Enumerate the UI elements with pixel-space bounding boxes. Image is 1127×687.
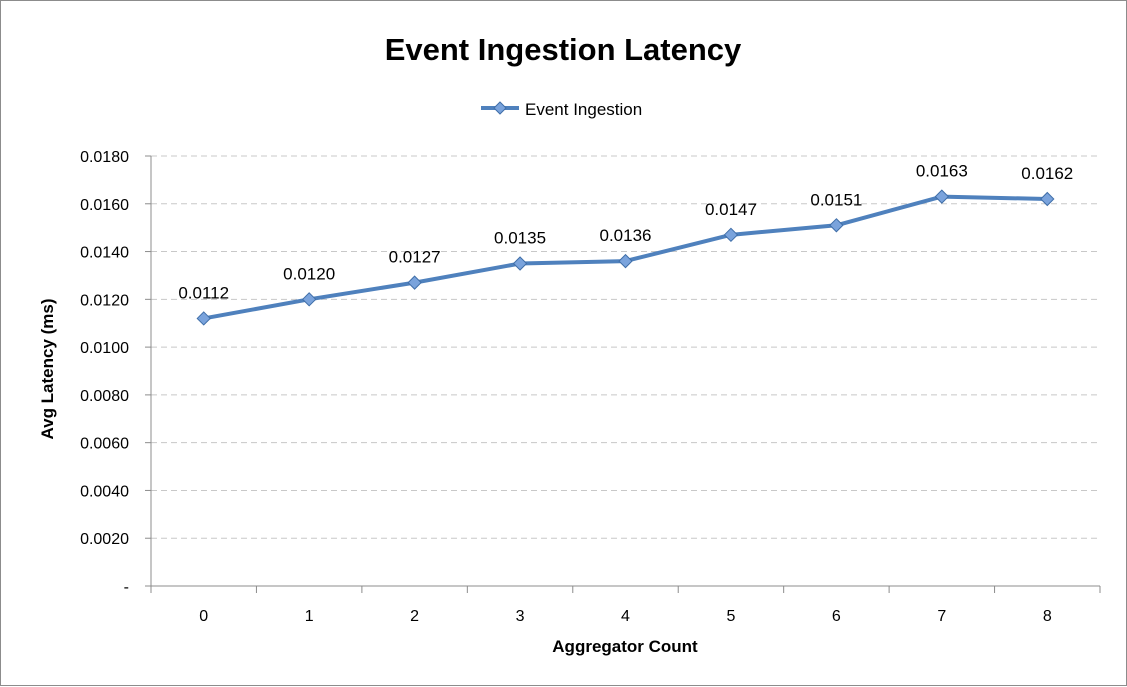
y-tick-label: - — [124, 579, 129, 596]
x-tick-label: 7 — [937, 608, 946, 625]
y-axis-ticks: - 0.0020 0.0040 0.0060 0.0080 0.0100 0.0120 0.0… — [80, 149, 151, 596]
y-tick-label: 0.0040 — [80, 483, 129, 500]
y-tick-label: 0.0060 — [80, 436, 129, 453]
axes — [150, 156, 1100, 587]
legend: Event Ingestion — [481, 100, 642, 119]
gridlines — [151, 155, 1100, 539]
data-label: 0.0136 — [600, 226, 652, 245]
data-point-marker — [512, 256, 528, 271]
x-axis-title: Aggregator Count — [552, 637, 698, 656]
chart-title: Event Ingestion Latency — [385, 32, 742, 67]
data-label: 0.0112 — [178, 283, 229, 302]
data-point-marker — [301, 292, 317, 307]
x-axis-ticks: 0 1 2 3 4 5 6 7 8 — [150, 586, 1101, 625]
y-axis-title: Avg Latency (ms) — [38, 298, 57, 439]
legend-marker-icon — [493, 101, 507, 115]
data-label: 0.0120 — [283, 264, 335, 283]
y-tick-label: 0.0100 — [80, 340, 129, 357]
x-tick-label: 8 — [1043, 608, 1052, 625]
data-labels: 0.0112 0.0120 0.0127 0.0135 0.0136 0.0147 0.01… — [178, 162, 1073, 303]
y-tick-label: 0.0120 — [80, 292, 129, 309]
y-tick-label: 0.0180 — [80, 149, 129, 166]
y-tick-label: 0.0140 — [80, 245, 129, 262]
data-label: 0.0162 — [1021, 164, 1073, 183]
x-tick-label: 2 — [410, 608, 419, 625]
x-tick-label: 0 — [199, 608, 208, 625]
data-point-marker — [934, 189, 950, 204]
data-point-marker — [723, 227, 739, 243]
series-event-ingestion — [196, 189, 1055, 326]
x-tick-label: 6 — [832, 608, 841, 625]
data-label: 0.0147 — [705, 200, 757, 219]
x-tick-label: 1 — [305, 608, 314, 625]
x-tick-label: 4 — [621, 608, 630, 625]
y-tick-label: 0.0080 — [80, 388, 129, 405]
data-point-marker — [618, 253, 633, 269]
data-point-marker — [1040, 191, 1055, 207]
data-point-marker — [829, 218, 844, 233]
y-tick-label: 0.0160 — [80, 197, 129, 214]
data-point-marker — [196, 311, 211, 326]
x-tick-label: 3 — [516, 608, 525, 625]
data-label: 0.0127 — [389, 248, 441, 267]
data-label: 0.0151 — [810, 190, 862, 209]
y-tick-label: 0.0020 — [80, 531, 129, 548]
data-label: 0.0163 — [916, 162, 968, 181]
data-label: 0.0135 — [494, 229, 546, 248]
data-point-marker — [407, 275, 422, 290]
x-tick-label: 5 — [726, 608, 735, 625]
legend-entry-label: Event Ingestion — [525, 100, 642, 119]
